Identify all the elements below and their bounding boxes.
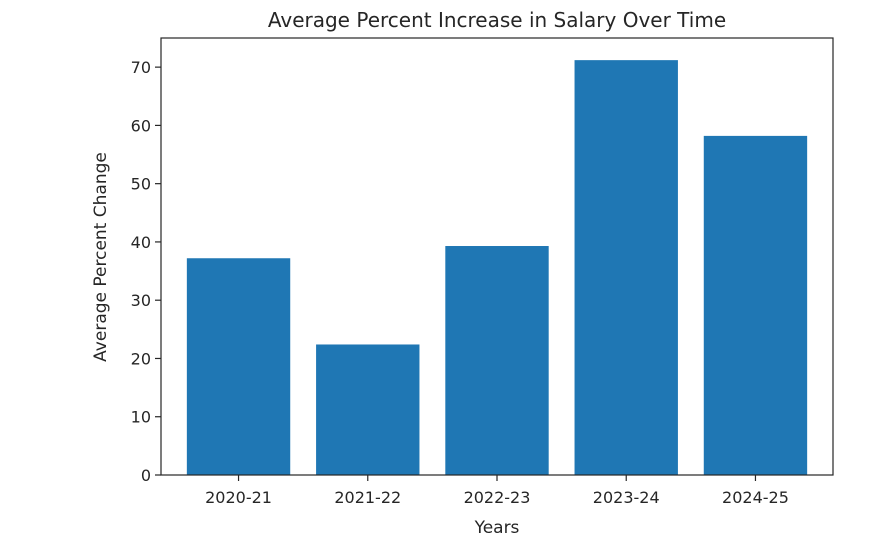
y-tick-label: 0: [141, 466, 151, 485]
y-tick-label: 30: [131, 291, 151, 310]
x-tick-label: 2021-22: [334, 488, 401, 507]
y-tick-label: 40: [131, 233, 151, 252]
y-axis-ticks: 0 10 20 30 40 50 60 70: [131, 58, 161, 485]
x-tick-label: 2023-24: [593, 488, 660, 507]
y-tick-label: 70: [131, 58, 151, 77]
bar-2024-25: [703, 135, 808, 475]
y-axis-label: Average Percent Change: [91, 152, 111, 362]
x-tick-label: 2024-25: [722, 488, 789, 507]
x-tick-label: 2020-21: [205, 488, 272, 507]
y-tick-label: 50: [131, 175, 151, 194]
x-axis-ticks: 2020-21 2021-22 2022-23 2023-24 2024-25: [205, 475, 789, 507]
bar-2021-22: [316, 344, 420, 475]
bar-2022-23: [445, 246, 549, 475]
x-axis-label: Years: [474, 518, 520, 538]
bar-2023-24: [574, 60, 678, 476]
chart-title: Average Percent Increase in Salary Over …: [268, 8, 726, 32]
y-tick-label: 10: [131, 408, 151, 427]
plot-frame: [160, 37, 834, 476]
y-tick-label: 60: [131, 116, 151, 135]
y-tick-label: 20: [131, 349, 151, 368]
bar-2020-21: [186, 258, 291, 475]
x-tick-label: 2022-23: [464, 488, 531, 507]
bars-group: [186, 60, 808, 476]
